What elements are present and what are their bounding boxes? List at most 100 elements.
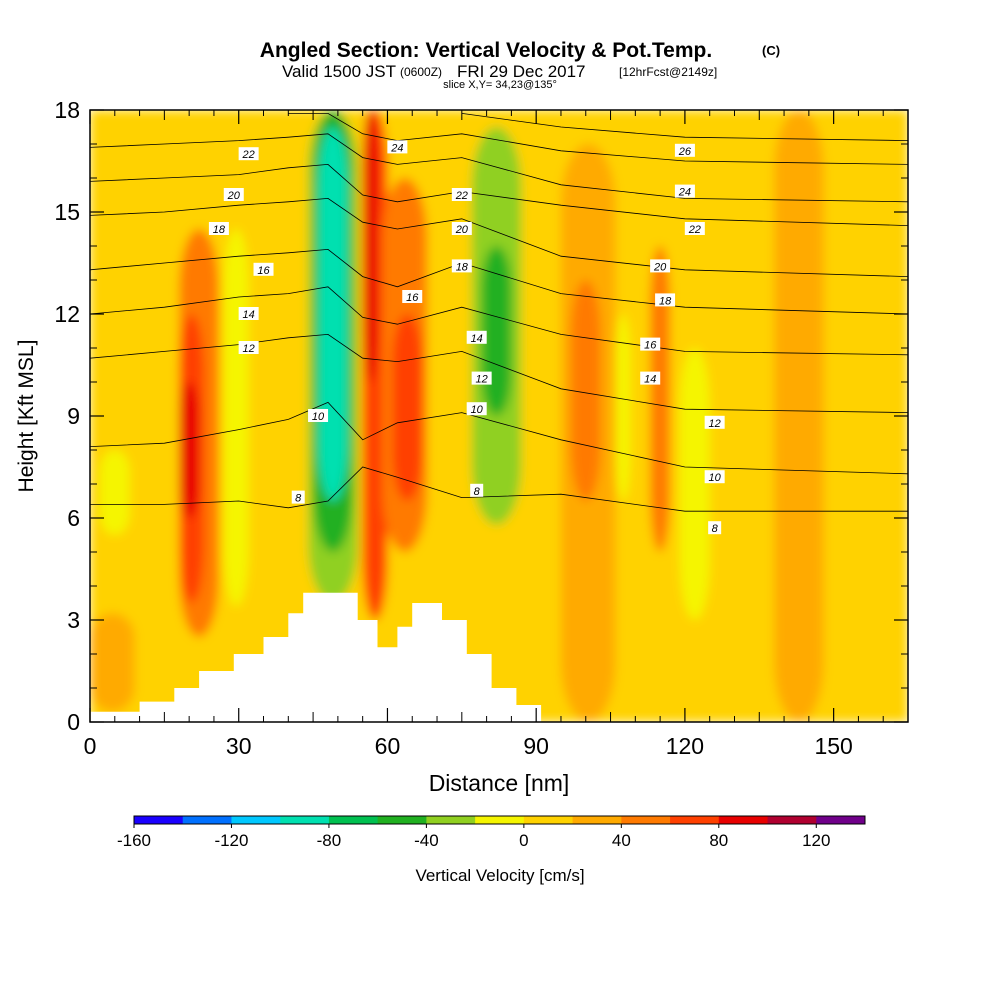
y-tick-label: 18 xyxy=(54,97,80,123)
contour-label: 22 xyxy=(238,147,259,161)
contour-label-bg xyxy=(655,293,676,307)
velocity-region xyxy=(223,229,249,607)
velocity-region xyxy=(362,110,378,382)
x-tick-label: 120 xyxy=(666,733,704,759)
contour-label: 10 xyxy=(704,470,725,484)
contour-label: 18 xyxy=(451,259,472,273)
colorbar-swatch xyxy=(523,816,574,824)
potential-temperature-contours xyxy=(90,113,908,512)
contour-label-bg xyxy=(451,188,472,201)
contour-label-bg xyxy=(684,222,705,235)
colorbar-tick-label: -80 xyxy=(317,831,342,850)
contour-label-text: 14 xyxy=(243,309,255,321)
colorbar-swatch xyxy=(718,816,769,824)
contour-label-bg xyxy=(238,307,259,320)
velocity-region xyxy=(90,613,135,712)
contour-label-bg xyxy=(471,371,492,385)
contour-label-bg xyxy=(704,415,725,429)
subtitle-utc: (0600Z) xyxy=(400,65,442,79)
y-tick-label: 15 xyxy=(54,199,80,225)
colorbar-tick-label: 0 xyxy=(519,831,528,850)
colorbar-tick-label: 120 xyxy=(802,831,830,850)
colorbar-swatch xyxy=(182,816,232,824)
contour-label: 12 xyxy=(704,415,725,430)
contour-label: 18 xyxy=(208,222,229,236)
chart-subtitle: Valid 1500 JST (0600Z) FRI 29 Dec 2017 [… xyxy=(282,62,717,81)
contour-label: 14 xyxy=(640,371,661,386)
contour-label: 8 xyxy=(470,483,484,498)
colorbar-tick-label: -120 xyxy=(214,831,248,850)
colorbar-tick-label: -160 xyxy=(117,831,151,850)
contour-label: 12 xyxy=(471,371,492,386)
colorbar-swatch xyxy=(377,816,427,824)
contour-label: 20 xyxy=(650,259,671,273)
colorbar-swatch xyxy=(134,816,184,824)
terrain-mask xyxy=(90,592,542,722)
chart-title: Angled Section: Vertical Velocity & Pot.… xyxy=(260,39,712,62)
contour-label-text: 20 xyxy=(455,224,469,236)
chart-title-mark: (C) xyxy=(762,43,780,58)
theta-contour-10 xyxy=(90,401,908,475)
colorbar-swatch xyxy=(816,816,866,824)
velocity-region xyxy=(392,314,423,501)
contour-label-bg xyxy=(223,188,244,201)
colorbar-frame xyxy=(133,815,866,825)
contour-label-text: 18 xyxy=(213,224,226,236)
theta-contour-14 xyxy=(90,286,908,356)
colorbar: -160 -120 -80 -40 0 40 80 120 xyxy=(117,815,866,850)
colorbar-swatch xyxy=(621,816,671,824)
y-tick-label: 9 xyxy=(67,403,80,429)
contour-label-text: 8 xyxy=(295,493,302,505)
contour-label: 14 xyxy=(466,330,487,345)
contour-label-text: 20 xyxy=(653,261,667,273)
contour-label-text: 10 xyxy=(709,472,722,484)
colorbar-label: Vertical Velocity [cm/s] xyxy=(415,866,584,885)
velocity-region xyxy=(650,246,671,552)
plot-area: 22 20 18 16 14 12 10 8 24 16 22 20 18 14 12 10 8 26 24 22 20… xyxy=(90,110,908,722)
colorbar-swatch xyxy=(572,816,622,824)
contour-label-bg xyxy=(640,371,661,385)
velocity-region xyxy=(99,450,130,535)
x-tick-label: 150 xyxy=(814,733,852,759)
contour-label-text: 8 xyxy=(474,486,481,498)
colorbar-tick-label: 80 xyxy=(709,831,728,850)
contour-label: 22 xyxy=(451,188,472,202)
contour-label-bg xyxy=(253,262,274,276)
x-tick-label: 0 xyxy=(84,733,97,759)
contour-label-bg xyxy=(308,409,329,422)
vertical-velocity-field xyxy=(90,110,908,722)
contour-label-text: 12 xyxy=(476,374,488,386)
velocity-region xyxy=(570,280,601,501)
contour-label: 12 xyxy=(238,341,259,355)
contour-label: 24 xyxy=(387,140,408,154)
contour-label: 14 xyxy=(238,307,259,321)
contour-label-bg xyxy=(208,222,229,235)
contour-label-text: 26 xyxy=(678,146,692,158)
contour-label: 16 xyxy=(402,290,423,304)
y-tick-label: 0 xyxy=(67,709,80,735)
velocity-region xyxy=(179,382,200,518)
contour-label-text: 16 xyxy=(406,292,419,304)
y-tick-label: 6 xyxy=(67,505,80,531)
velocity-region xyxy=(774,110,824,722)
subtitle-valid: Valid 1500 JST xyxy=(282,62,396,81)
subtitle-slice: slice X,Y= 34,23@135° xyxy=(443,79,557,91)
y-tick-label: 12 xyxy=(54,301,80,327)
contour-label: 8 xyxy=(291,490,305,505)
theta-contour-20 xyxy=(90,163,908,226)
contour-label-text: 14 xyxy=(644,374,656,386)
contour-label: 18 xyxy=(655,293,676,307)
contour-label-bg xyxy=(650,259,671,273)
colorbar-swatch xyxy=(670,816,720,824)
colorbar-swatch xyxy=(328,816,379,824)
contour-label-bg xyxy=(470,483,484,497)
colorbar-swatch xyxy=(426,816,476,824)
contour-label-bg xyxy=(451,222,472,235)
contour-label: 10 xyxy=(466,402,487,416)
contour-label-bg xyxy=(238,341,259,354)
colorbar-swatch xyxy=(280,816,330,824)
contour-label-bg xyxy=(708,521,722,535)
contour-label-bg xyxy=(238,147,259,161)
contour-label-bg xyxy=(387,140,408,154)
